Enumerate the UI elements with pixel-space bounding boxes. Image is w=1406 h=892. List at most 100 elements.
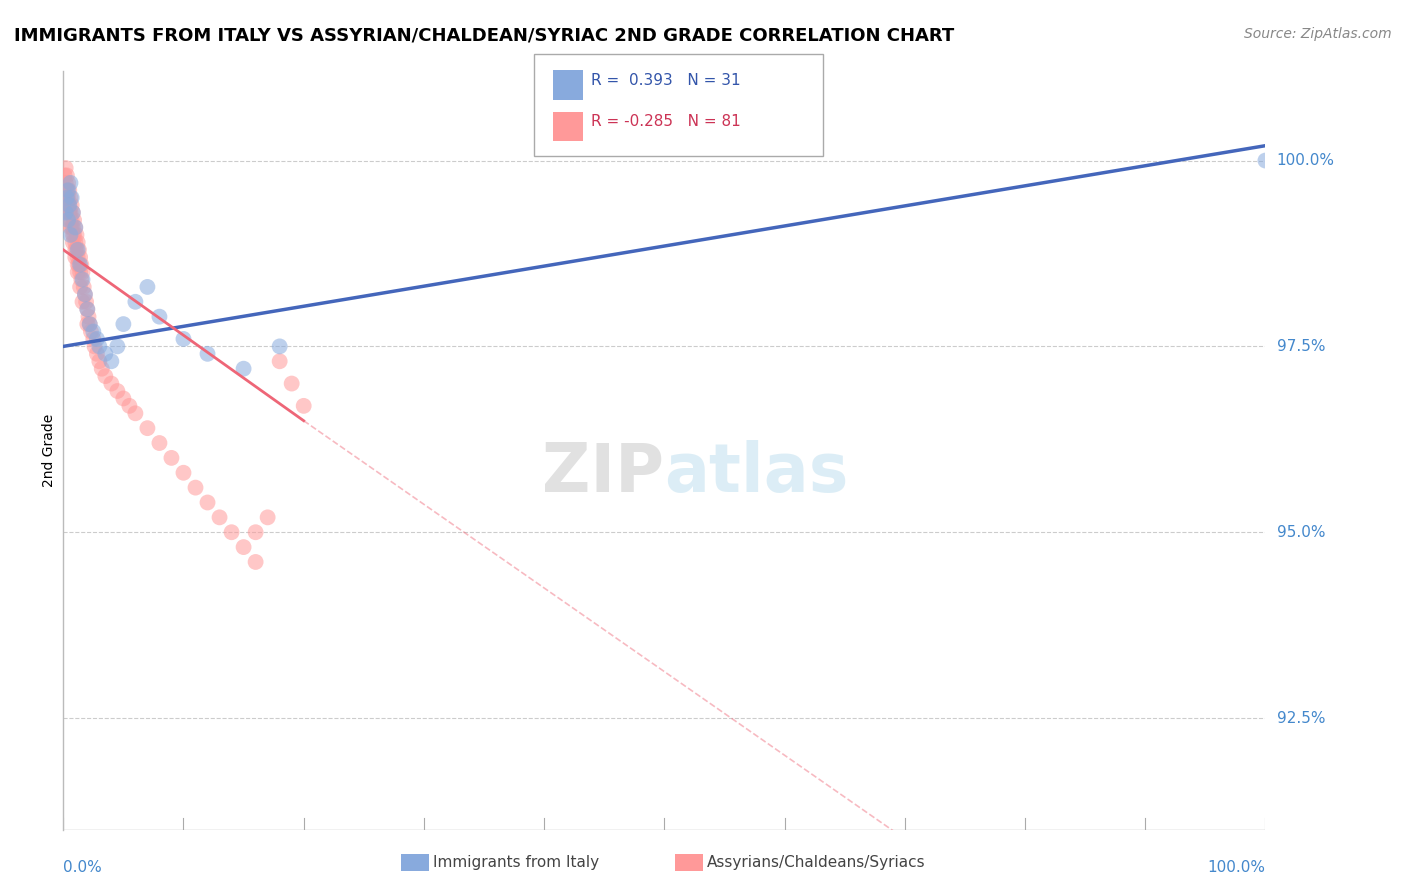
Point bbox=[76, 302, 98, 317]
Point bbox=[65, 220, 87, 235]
Point bbox=[65, 243, 87, 257]
Point bbox=[112, 392, 135, 406]
Point bbox=[59, 213, 82, 227]
Point bbox=[256, 510, 278, 524]
Y-axis label: 2nd Grade: 2nd Grade bbox=[42, 414, 56, 487]
Point bbox=[60, 191, 83, 205]
Point bbox=[59, 176, 82, 190]
Point bbox=[280, 376, 302, 391]
Point bbox=[148, 436, 170, 450]
Point bbox=[70, 258, 93, 272]
Point bbox=[55, 205, 77, 219]
Point bbox=[105, 339, 128, 353]
Point bbox=[56, 198, 79, 212]
Point bbox=[56, 183, 79, 197]
Point bbox=[56, 183, 79, 197]
Point bbox=[65, 220, 87, 235]
Text: R =  0.393   N = 31: R = 0.393 N = 31 bbox=[591, 73, 740, 88]
Point bbox=[56, 213, 79, 227]
Text: atlas: atlas bbox=[665, 440, 849, 506]
Point bbox=[292, 399, 315, 413]
Point bbox=[75, 294, 97, 309]
Point bbox=[69, 265, 91, 279]
Point bbox=[66, 243, 89, 257]
Point bbox=[59, 205, 82, 219]
Point bbox=[72, 265, 94, 279]
Point bbox=[245, 555, 267, 569]
Point bbox=[60, 213, 83, 227]
Point bbox=[66, 265, 89, 279]
Point bbox=[53, 169, 76, 183]
Text: 0.0%: 0.0% bbox=[63, 860, 103, 875]
Point bbox=[56, 198, 79, 212]
Point bbox=[72, 272, 94, 286]
Point bbox=[69, 280, 91, 294]
Point bbox=[66, 250, 89, 264]
Point bbox=[94, 369, 117, 384]
Point bbox=[65, 250, 87, 264]
Point bbox=[160, 450, 183, 465]
Point bbox=[66, 258, 89, 272]
Point bbox=[77, 310, 100, 324]
Point bbox=[65, 235, 87, 250]
Point bbox=[73, 287, 96, 301]
Point bbox=[56, 191, 79, 205]
Point bbox=[67, 243, 90, 257]
Point bbox=[80, 325, 103, 339]
Point bbox=[62, 205, 84, 219]
Point bbox=[83, 339, 105, 353]
Point bbox=[73, 280, 96, 294]
Point bbox=[59, 227, 82, 242]
Point bbox=[79, 317, 101, 331]
Point bbox=[1254, 153, 1277, 168]
Point bbox=[55, 176, 77, 190]
Point bbox=[65, 227, 87, 242]
Point bbox=[90, 361, 112, 376]
Text: Source: ZipAtlas.com: Source: ZipAtlas.com bbox=[1244, 27, 1392, 41]
Point bbox=[197, 495, 219, 509]
Point bbox=[58, 183, 80, 197]
Point bbox=[148, 310, 170, 324]
Text: Immigrants from Italy: Immigrants from Italy bbox=[433, 855, 599, 870]
Point bbox=[86, 347, 108, 361]
Point bbox=[172, 466, 194, 480]
Point bbox=[63, 213, 86, 227]
Text: 100.0%: 100.0% bbox=[1208, 860, 1265, 875]
Point bbox=[70, 272, 93, 286]
Point bbox=[72, 294, 94, 309]
Text: IMMIGRANTS FROM ITALY VS ASSYRIAN/CHALDEAN/SYRIAC 2ND GRADE CORRELATION CHART: IMMIGRANTS FROM ITALY VS ASSYRIAN/CHALDE… bbox=[14, 27, 955, 45]
Point bbox=[118, 399, 141, 413]
Point bbox=[245, 525, 267, 540]
Point bbox=[56, 176, 79, 190]
Point bbox=[63, 227, 86, 242]
Point bbox=[69, 250, 91, 264]
Point bbox=[62, 227, 84, 242]
Point bbox=[73, 287, 96, 301]
Point bbox=[89, 354, 111, 368]
Point bbox=[136, 421, 159, 435]
Point bbox=[62, 205, 84, 219]
Point bbox=[100, 376, 122, 391]
Point bbox=[56, 183, 79, 197]
Point bbox=[59, 220, 82, 235]
Point bbox=[269, 354, 291, 368]
Point bbox=[55, 161, 77, 175]
Point bbox=[62, 235, 84, 250]
Point bbox=[82, 332, 104, 346]
Point bbox=[172, 332, 194, 346]
Point bbox=[60, 220, 83, 235]
Text: 97.5%: 97.5% bbox=[1277, 339, 1324, 354]
Point bbox=[124, 406, 146, 420]
Point bbox=[82, 325, 104, 339]
Text: ZIP: ZIP bbox=[543, 440, 665, 506]
Point bbox=[208, 510, 231, 524]
Point bbox=[76, 317, 98, 331]
Point bbox=[69, 258, 91, 272]
Point bbox=[58, 205, 80, 219]
Point bbox=[66, 235, 89, 250]
Point bbox=[86, 332, 108, 346]
Point bbox=[59, 191, 82, 205]
Point bbox=[105, 384, 128, 398]
Point bbox=[197, 347, 219, 361]
Point bbox=[60, 198, 83, 212]
